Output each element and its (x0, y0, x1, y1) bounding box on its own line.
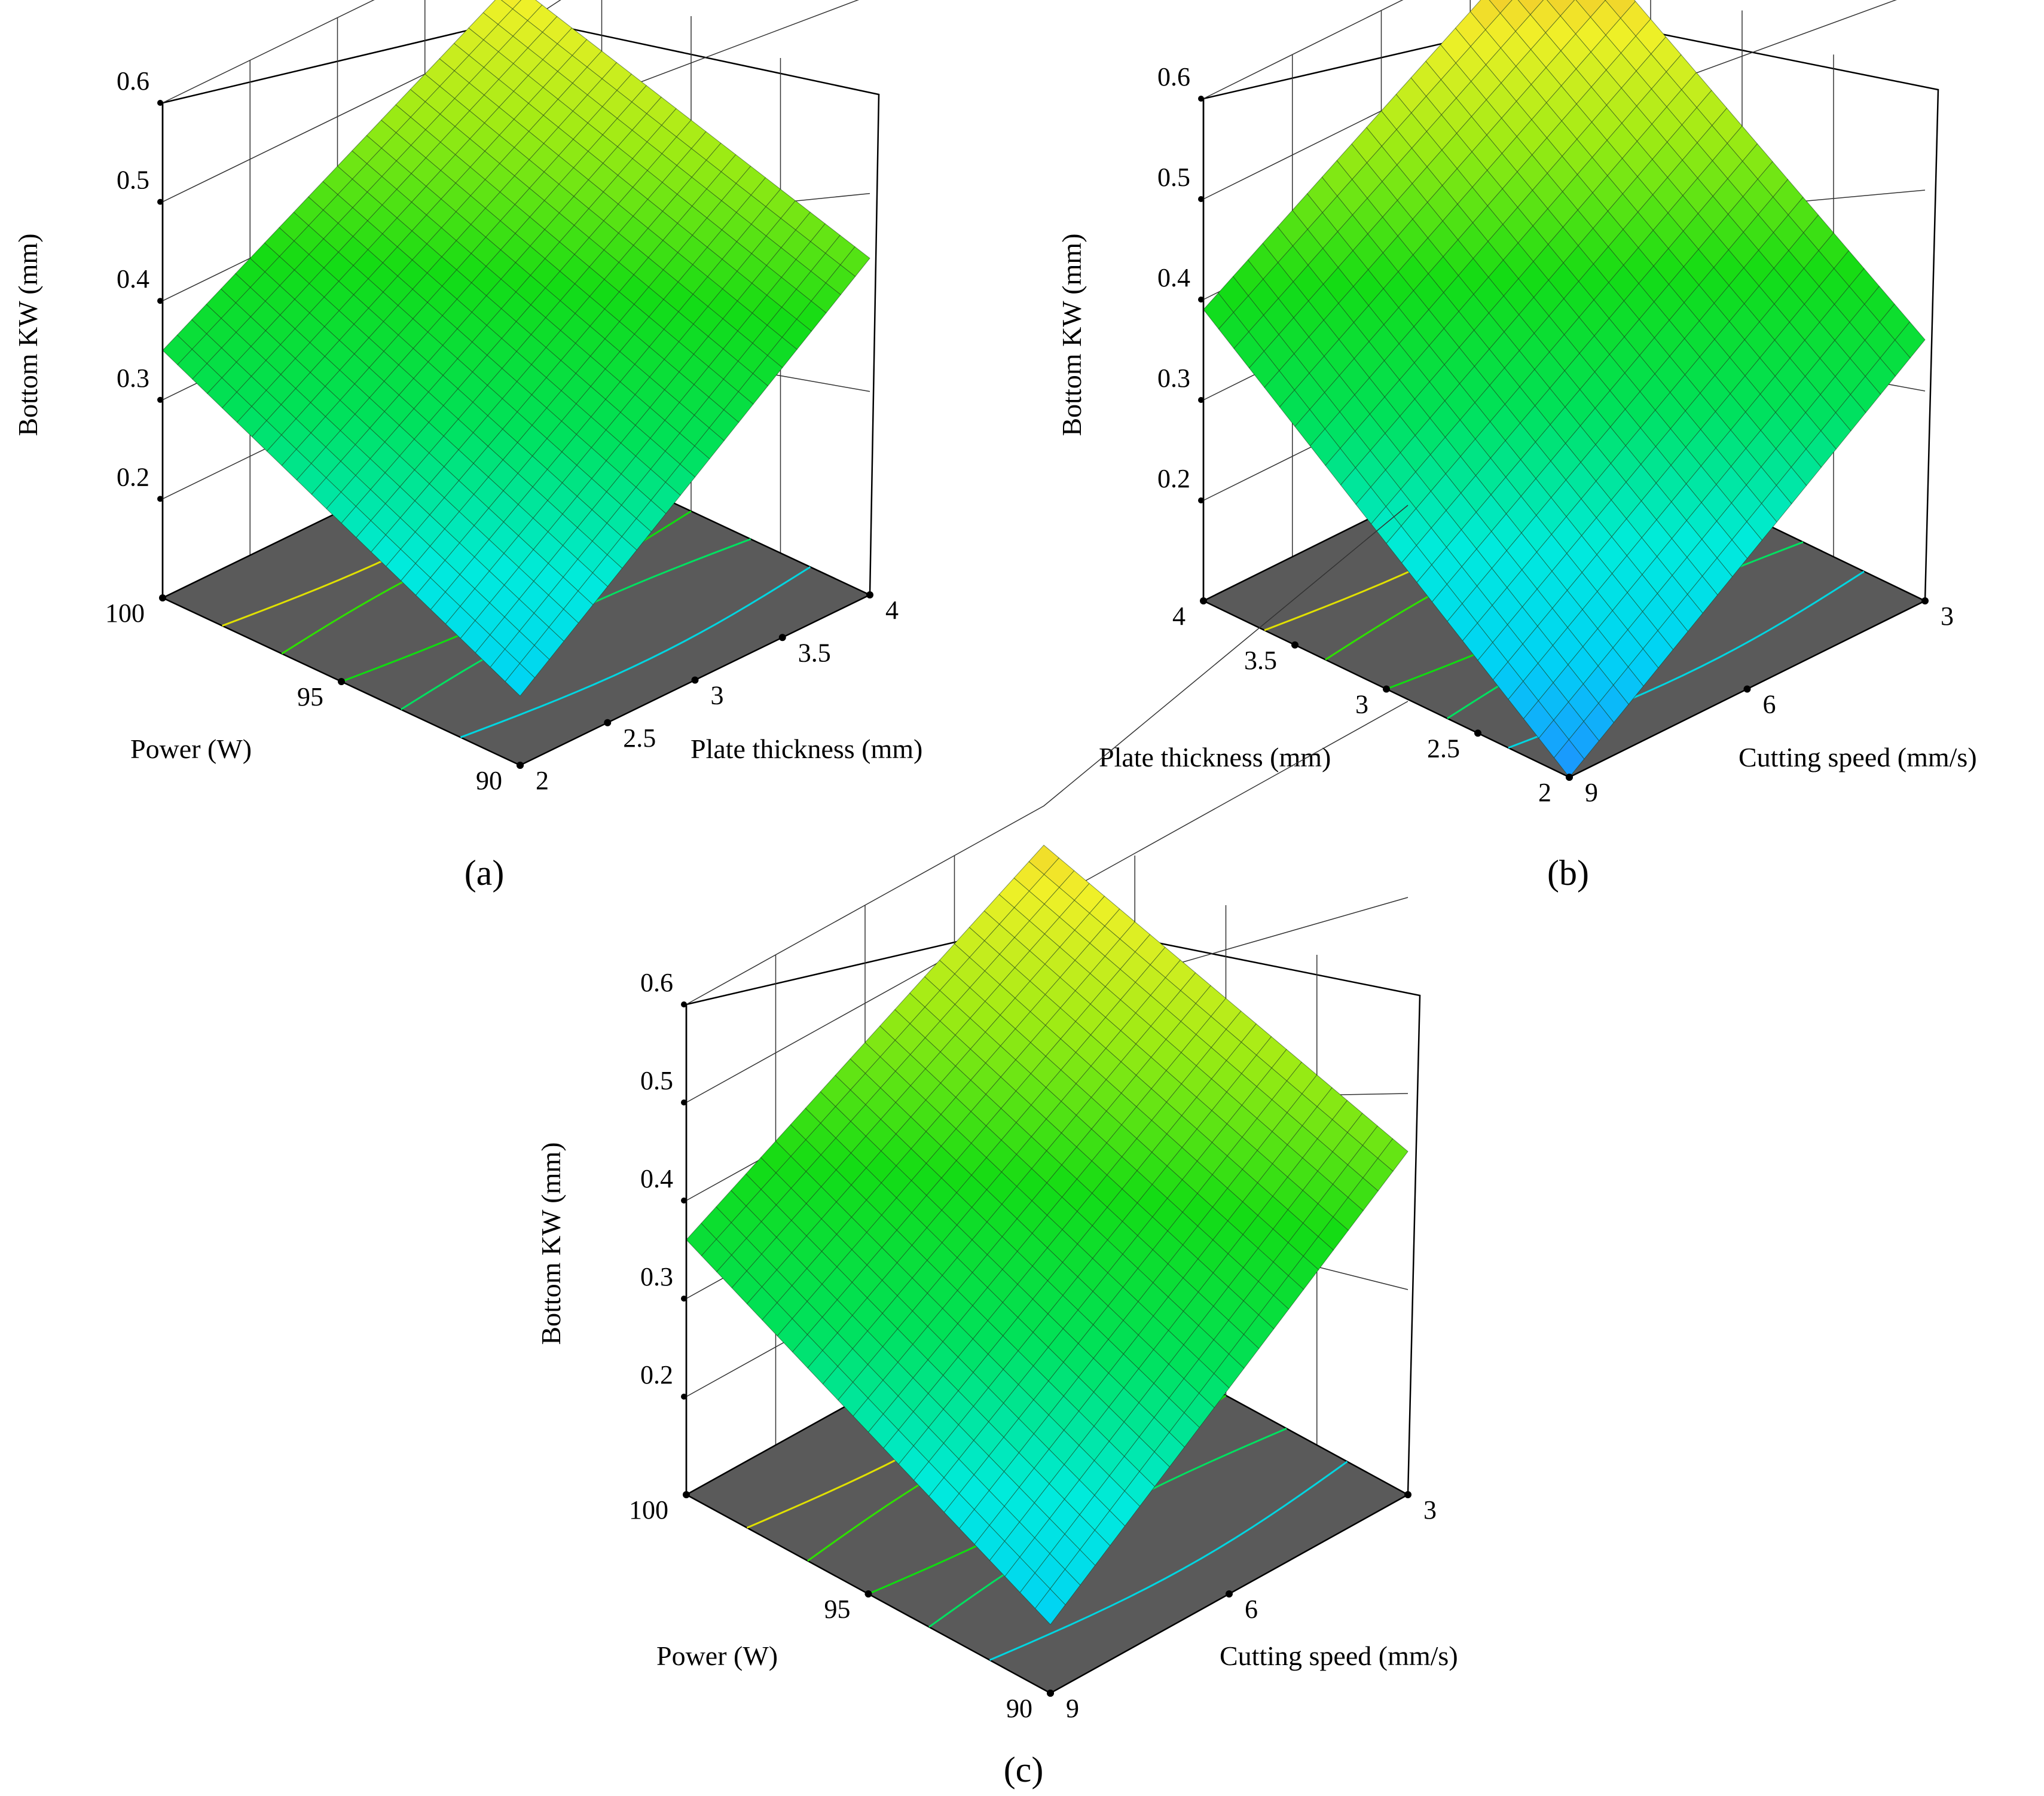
z-tick-label: 0.5 (640, 1066, 673, 1095)
z-tick-label: 0.3 (1157, 364, 1190, 393)
panel-label: (b) (1547, 853, 1589, 893)
right-axis-label: Cutting speed (mm/s) (1739, 742, 1977, 772)
z-tick-mark (1198, 297, 1204, 303)
right-tick-mark (1226, 1590, 1233, 1598)
z-tick-mark (681, 1099, 687, 1105)
z-tick-mark (157, 298, 163, 304)
right-tick-mark (1047, 1690, 1054, 1697)
z-tick-label: 0.6 (1157, 62, 1190, 91)
left-tick-label: 4 (1172, 601, 1186, 631)
right-tick-label: 2 (536, 766, 549, 795)
left-tick-label: 2 (1538, 778, 1551, 807)
floor-contour (989, 1461, 1348, 1661)
z-tick-label: 0.3 (117, 364, 149, 393)
surface-cell (1034, 1588, 1066, 1625)
z-tick-label: 0.2 (640, 1360, 673, 1389)
left-axis-label: Power (W) (130, 734, 252, 764)
z-axis-label: Bottom KW (mm) (1056, 233, 1087, 436)
panel-label: (c) (1004, 1750, 1044, 1789)
z-tick-mark (1198, 196, 1204, 202)
left-tick-label: 95 (824, 1595, 851, 1624)
right-tick-label: 6 (1763, 690, 1776, 719)
left-tick-mark (864, 1590, 872, 1598)
z-tick-mark (157, 396, 163, 403)
left-tick-label: 2.5 (1427, 734, 1460, 763)
left-tick-mark (159, 594, 166, 601)
floor-contour (460, 566, 811, 738)
left-tick-label: 100 (629, 1495, 668, 1525)
z-tick-label: 0.4 (640, 1164, 673, 1193)
right-tick-label: 9 (1066, 1694, 1079, 1723)
z-tick-label: 0.4 (1157, 263, 1190, 292)
left-tick-mark (1200, 597, 1207, 604)
chart-a: 0.2 0.3 0.4 0.5 0.6 90 95 100 2 2.5 3 3.5 4 Bottom K… (13, 0, 922, 893)
right-tick-label: 4 (885, 595, 899, 625)
z-tick-label: 0.2 (1157, 464, 1190, 493)
z-tick-label: 0.2 (117, 462, 149, 491)
right-tick-label: 2.5 (623, 723, 656, 753)
left-tick-mark (338, 678, 345, 685)
z-tick-mark (157, 496, 163, 502)
left-axis-label: Plate thickness (mm) (1099, 742, 1331, 772)
z-tick-mark (1198, 497, 1204, 503)
z-tick-mark (157, 100, 163, 106)
z-tick-mark (681, 1001, 687, 1007)
z-tick-label: 0.5 (1157, 163, 1190, 192)
right-tick-mark (1404, 1491, 1411, 1498)
right-tick-mark (517, 762, 524, 769)
right-tick-mark (1566, 774, 1573, 781)
left-tick-label: 95 (297, 682, 323, 711)
left-tick-label: 90 (476, 766, 502, 795)
left-tick-label: 3 (1355, 690, 1368, 719)
right-tick-mark (691, 676, 699, 684)
z-tick-label: 0.6 (117, 66, 149, 96)
right-tick-label: 3 (1423, 1495, 1437, 1525)
surface-cell (1553, 739, 1585, 778)
z-axis-label: Bottom KW (mm) (536, 1142, 566, 1345)
right-tick-label: 6 (1245, 1595, 1258, 1624)
z-tick-label: 0.6 (640, 968, 673, 997)
z-tick-label: 0.3 (640, 1262, 673, 1291)
z-tick-label: 0.4 (117, 264, 149, 294)
right-tick-label: 3.5 (798, 638, 831, 667)
z-tick-label: 0.5 (117, 166, 149, 195)
right-tick-label: 3 (1941, 601, 1954, 631)
left-tick-label: 90 (1006, 1694, 1032, 1723)
left-tick-mark (1383, 685, 1390, 693)
right-tick-mark (1921, 597, 1929, 604)
z-tick-mark (1198, 96, 1204, 102)
right-axis-label: Plate thickness (mm) (691, 734, 922, 764)
z-gridline (686, 505, 1409, 1005)
right-tick-mark (866, 591, 873, 598)
panel-label: (a) (465, 853, 505, 893)
left-tick-mark (1474, 729, 1481, 737)
z-gridline (1203, 0, 1404, 99)
chart-b: 0.2 0.3 0.4 0.5 0.6 2 2.5 3 3.5 4 9 6 3 Bottom KW (m… (1056, 0, 1977, 893)
z-axis-label: Bottom KW (mm) (13, 233, 43, 436)
right-tick-label: 3 (711, 681, 724, 710)
left-tick-mark (683, 1491, 690, 1498)
z-tick-mark (1198, 397, 1204, 403)
z-tick-mark (681, 1296, 687, 1302)
surface-cell (505, 662, 536, 697)
right-tick-mark (778, 634, 786, 642)
right-tick-label: 9 (1585, 778, 1598, 807)
left-tick-mark (1291, 641, 1298, 649)
left-tick-label: 3.5 (1244, 646, 1277, 675)
right-tick-mark (1743, 685, 1751, 693)
right-axis-label: Cutting speed (mm/s) (1220, 1641, 1458, 1671)
z-tick-mark (681, 1394, 687, 1400)
left-tick-label: 100 (105, 598, 145, 628)
left-axis-label: Power (W) (656, 1641, 778, 1671)
right-tick-mark (604, 719, 612, 726)
z-tick-mark (157, 198, 163, 205)
z-gridline (162, 0, 375, 103)
chart-c: 0.2 0.3 0.4 0.5 0.6 90 95 100 9 6 3 Bottom KW (mm)… (536, 505, 1458, 1789)
z-tick-mark (681, 1198, 687, 1204)
